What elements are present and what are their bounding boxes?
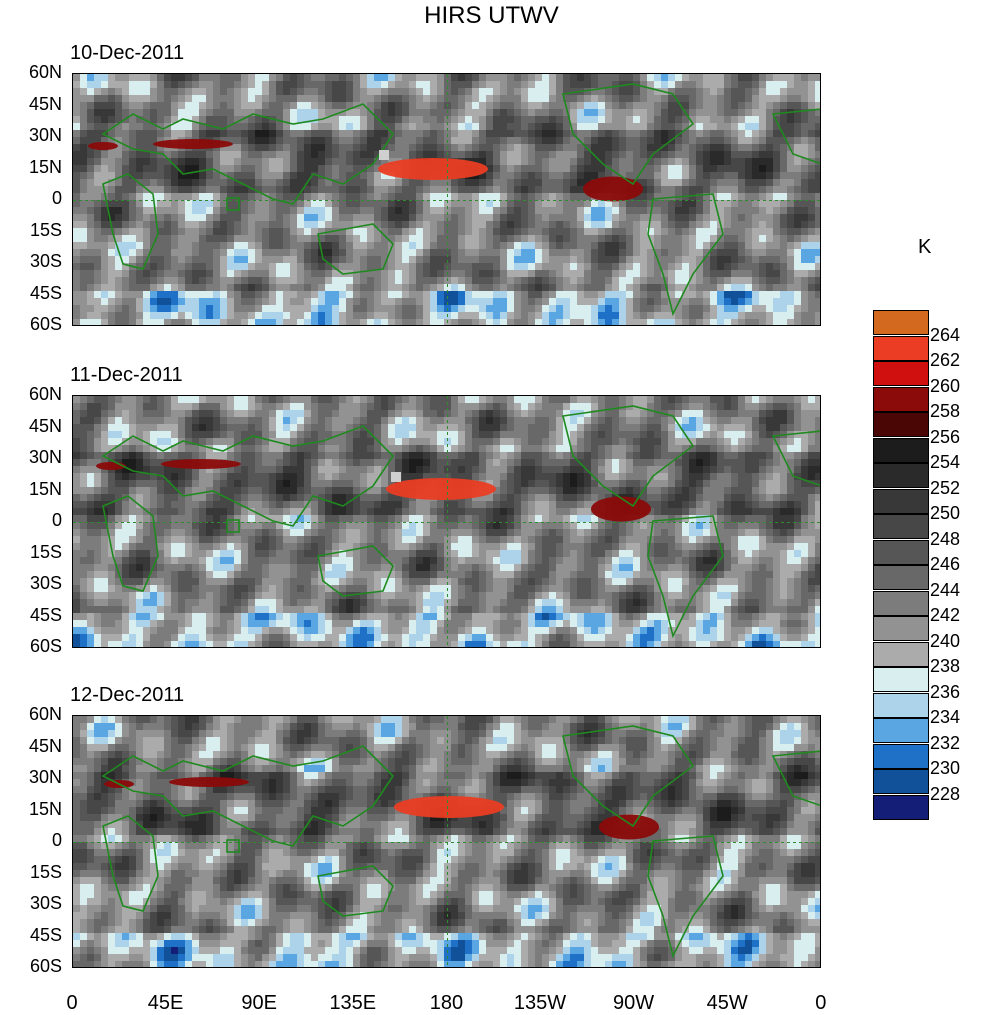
x-tick-label: 135W <box>514 992 566 1015</box>
map-panel-3-svg <box>73 716 821 968</box>
y-tick-label: 30S <box>0 573 62 594</box>
y-tick-label: 30S <box>0 893 62 914</box>
map-panel-2-svg <box>73 396 821 648</box>
y-tick-label: 60S <box>0 636 62 657</box>
colorbar-swatch <box>873 361 929 386</box>
colorbar-label: 262 <box>930 350 960 371</box>
y-tick-label: 60N <box>0 62 62 83</box>
colorbar-swatch <box>873 667 929 692</box>
colorbar-swatch <box>873 540 929 565</box>
x-tick-label: 135E <box>329 992 376 1015</box>
colorbar-label: 240 <box>930 631 960 652</box>
colorbar-swatch <box>873 795 929 820</box>
x-tick-label: 90W <box>613 992 654 1015</box>
map-panel-3 <box>72 715 821 968</box>
colorbar-label: 238 <box>930 656 960 677</box>
colorbar-label: 248 <box>930 529 960 550</box>
colorbar-swatch <box>873 565 929 590</box>
y-tick-label: 15N <box>0 799 62 820</box>
x-tick-label: 180 <box>430 992 463 1015</box>
colorbar-label: 264 <box>930 325 960 346</box>
y-tick-label: 60S <box>0 956 62 977</box>
y-tick-label: 45N <box>0 94 62 115</box>
colorbar-label: 232 <box>930 733 960 754</box>
colorbar-label: 234 <box>930 707 960 728</box>
x-tick-label: 45E <box>148 992 184 1015</box>
y-tick-label: 0 <box>0 510 62 531</box>
map-panel-2 <box>72 395 821 648</box>
colorbar-label: 236 <box>930 682 960 703</box>
colorbar-swatch <box>873 616 929 641</box>
colorbar-swatch <box>873 744 929 769</box>
y-tick-label: 45N <box>0 736 62 757</box>
colorbar-unit: K <box>918 236 931 259</box>
y-tick-label: 45N <box>0 416 62 437</box>
figure-title: HIRS UTWV <box>0 2 983 30</box>
y-tick-label: 30N <box>0 447 62 468</box>
colorbar-label: 256 <box>930 427 960 448</box>
colorbar-label: 230 <box>930 758 960 779</box>
y-tick-label: 60N <box>0 704 62 725</box>
y-tick-label: 0 <box>0 830 62 851</box>
colorbar-swatch <box>873 642 929 667</box>
y-tick-label: 0 <box>0 188 62 209</box>
colorbar-swatch <box>873 310 929 335</box>
y-tick-label: 15S <box>0 542 62 563</box>
y-tick-label: 60S <box>0 314 62 335</box>
x-tick-label: 90E <box>241 992 277 1015</box>
colorbar-swatch <box>873 489 929 514</box>
colorbar-label: 244 <box>930 580 960 601</box>
x-tick-label: 0 <box>815 992 826 1015</box>
y-tick-label: 30S <box>0 251 62 272</box>
x-tick-label: 45W <box>707 992 748 1015</box>
colorbar-swatch <box>873 463 929 488</box>
colorbar-swatch <box>873 336 929 361</box>
colorbar-label: 254 <box>930 452 960 473</box>
map-panel-1 <box>72 73 821 326</box>
colorbar-label: 250 <box>930 503 960 524</box>
colorbar-swatch <box>873 718 929 743</box>
panel-2-date: 11-Dec-2011 <box>70 364 183 387</box>
colorbar-swatch <box>873 591 929 616</box>
colorbar-label: 228 <box>930 784 960 805</box>
y-tick-label: 15S <box>0 862 62 883</box>
y-tick-label: 15S <box>0 220 62 241</box>
y-tick-label: 30N <box>0 767 62 788</box>
panel-3-date: 12-Dec-2011 <box>70 684 184 707</box>
y-tick-label: 45S <box>0 283 62 304</box>
colorbar-label: 260 <box>930 376 960 397</box>
colorbar-swatch <box>873 412 929 437</box>
map-panel-1-svg <box>73 74 821 326</box>
colorbar-label: 252 <box>930 478 960 499</box>
y-tick-label: 15N <box>0 157 62 178</box>
y-tick-label: 45S <box>0 605 62 626</box>
colorbar-swatch <box>873 387 929 412</box>
panel-1-date: 10-Dec-2011 <box>70 42 184 65</box>
colorbar-label: 242 <box>930 605 960 626</box>
colorbar-swatch <box>873 438 929 463</box>
y-tick-label: 15N <box>0 479 62 500</box>
colorbar-swatch <box>873 693 929 718</box>
x-tick-label: 0 <box>66 992 77 1015</box>
colorbar-swatch <box>873 769 929 794</box>
y-tick-label: 30N <box>0 125 62 146</box>
colorbar-label: 246 <box>930 554 960 575</box>
colorbar-label: 258 <box>930 401 960 422</box>
y-tick-label: 45S <box>0 925 62 946</box>
y-tick-label: 60N <box>0 384 62 405</box>
colorbar-swatch <box>873 514 929 539</box>
